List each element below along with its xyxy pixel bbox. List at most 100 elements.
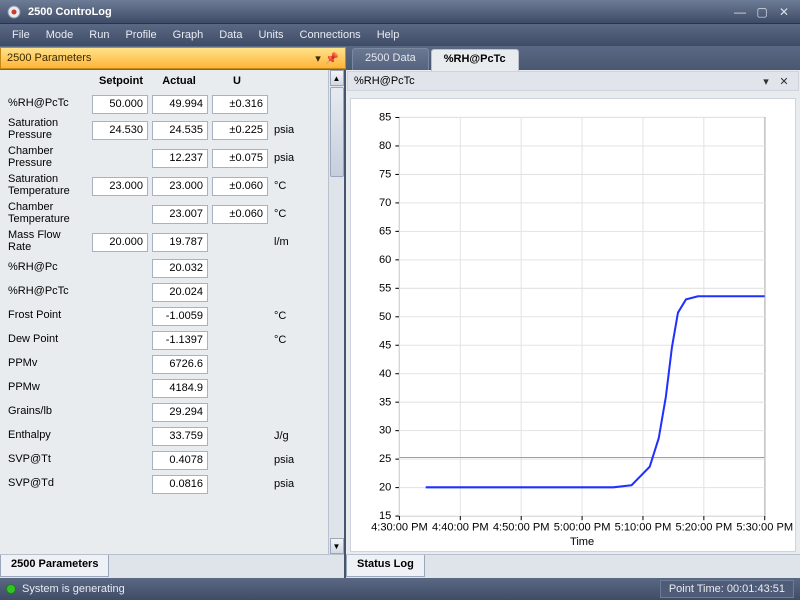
- menu-units[interactable]: Units: [250, 27, 291, 43]
- param-act-cell: 0.4078: [152, 451, 208, 470]
- svg-text:50: 50: [379, 311, 391, 323]
- param-unit: psia: [272, 478, 302, 490]
- svg-text:5:10:00 PM: 5:10:00 PM: [615, 521, 672, 533]
- svg-text:5:30:00 PM: 5:30:00 PM: [736, 521, 793, 533]
- param-label: SVP@Td: [8, 478, 92, 490]
- menu-data[interactable]: Data: [211, 27, 250, 43]
- svg-text:4:40:00 PM: 4:40:00 PM: [432, 521, 489, 533]
- status-indicator-icon: [6, 584, 16, 594]
- param-label: Dew Point: [8, 334, 92, 346]
- param-act-cell: 23.000: [152, 177, 208, 196]
- menu-file[interactable]: File: [4, 27, 38, 43]
- toolstrip-row: 2500 Parameters ▾ 📌 2500 Data%RH@PcTc: [0, 46, 800, 70]
- param-set-cell[interactable]: 20.000: [92, 233, 148, 252]
- minimize-button[interactable]: ―: [730, 5, 750, 19]
- param-row: %RH@PcTc50.00049.994±0.316: [0, 92, 344, 116]
- svg-text:60: 60: [379, 254, 391, 266]
- param-row: PPMv6726.6: [0, 352, 344, 376]
- param-act-cell: 49.994: [152, 95, 208, 114]
- param-unit: psia: [272, 152, 302, 164]
- param-label: Frost Point: [8, 310, 92, 322]
- svg-text:30: 30: [379, 425, 391, 437]
- menu-graph[interactable]: Graph: [165, 27, 212, 43]
- chart-subtitle: %RH@PcTc: [354, 75, 415, 87]
- status-log-tab[interactable]: Status Log: [346, 555, 425, 577]
- chart-close-icon[interactable]: ✕: [776, 74, 792, 88]
- chart-dropdown-icon[interactable]: ▾: [758, 74, 774, 88]
- param-unit: °C: [272, 310, 302, 322]
- param-label: %RH@PcTc: [8, 98, 92, 110]
- param-u-cell: ±0.225: [212, 121, 268, 140]
- menu-profile[interactable]: Profile: [117, 27, 164, 43]
- param-label: %RH@Pc: [8, 262, 92, 274]
- param-label: %RH@PcTc: [8, 286, 92, 298]
- param-row: %RH@PcTc 20.024: [0, 280, 344, 304]
- param-act-cell: -1.1397: [152, 331, 208, 350]
- menu-help[interactable]: Help: [369, 27, 408, 43]
- header-u: U: [208, 75, 266, 87]
- point-time: Point Time: 00:01:43:51: [660, 580, 794, 598]
- menu-bar: FileModeRunProfileGraphDataUnitsConnecti…: [0, 24, 800, 46]
- param-act-cell: 24.535: [152, 121, 208, 140]
- param-label: Enthalpy: [8, 430, 92, 442]
- param-set-cell[interactable]: 24.530: [92, 121, 148, 140]
- param-label: SVP@Tt: [8, 454, 92, 466]
- param-u-cell: ±0.075: [212, 149, 268, 168]
- svg-text:5:20:00 PM: 5:20:00 PM: [675, 521, 732, 533]
- right-bottom-tabstrip: Status Log: [346, 554, 800, 578]
- chart-subtitle-bar: %RH@PcTc ▾ ✕: [347, 71, 799, 91]
- left-bottom-tabstrip: 2500 Parameters: [0, 554, 344, 578]
- param-row: SVP@Tt0.4078psia: [0, 448, 344, 472]
- param-label: PPMw: [8, 382, 92, 394]
- pin-icon[interactable]: 📌: [325, 52, 339, 65]
- scroll-thumb[interactable]: [330, 87, 344, 177]
- main-content: Setpoint Actual U %RH@PcTc50.00049.994±0…: [0, 70, 800, 578]
- menu-run[interactable]: Run: [81, 27, 117, 43]
- svg-text:15: 15: [379, 510, 391, 522]
- app-icon: [6, 4, 22, 20]
- param-row: Mass FlowRate20.00019.787l/m: [0, 228, 344, 256]
- scroll-up-button[interactable]: ▲: [330, 70, 344, 86]
- param-row: %RH@Pc20.032: [0, 256, 344, 280]
- param-row: ChamberTemperature23.007±0.060°C: [0, 200, 344, 228]
- param-unit: °C: [272, 334, 302, 346]
- tab--rh-pctc[interactable]: %RH@PcTc: [431, 49, 519, 71]
- param-act-cell: 33.759: [152, 427, 208, 446]
- param-label: SaturationTemperature: [8, 174, 92, 197]
- svg-text:25: 25: [379, 453, 391, 465]
- parameters-tab[interactable]: 2500 Parameters: [0, 555, 109, 577]
- scrollbar[interactable]: ▲ ▼: [328, 70, 344, 554]
- param-row: SaturationTemperature23.00023.000±0.060°…: [0, 172, 344, 200]
- close-button[interactable]: ✕: [774, 5, 794, 19]
- param-row: Grains/lb29.294: [0, 400, 344, 424]
- param-act-cell: 12.237: [152, 149, 208, 168]
- tab-2500-data[interactable]: 2500 Data: [352, 48, 429, 70]
- param-act-cell: 23.007: [152, 205, 208, 224]
- menu-connections[interactable]: Connections: [292, 27, 369, 43]
- param-act-cell: 6726.6: [152, 355, 208, 374]
- maximize-button[interactable]: ▢: [752, 5, 772, 19]
- param-unit: °C: [272, 180, 302, 192]
- header-actual: Actual: [150, 75, 208, 87]
- chart-panel: %RH@PcTc ▾ ✕ 152025303540455055606570758…: [346, 70, 800, 578]
- menu-mode[interactable]: Mode: [38, 27, 82, 43]
- scroll-down-button[interactable]: ▼: [330, 538, 344, 554]
- param-label: ChamberPressure: [8, 146, 92, 169]
- panel-dropdown-icon[interactable]: ▾: [311, 52, 325, 65]
- param-row: Dew Point -1.1397 °C: [0, 328, 344, 352]
- param-unit: J/g: [272, 430, 302, 442]
- parameters-header-row: Setpoint Actual U: [0, 70, 344, 92]
- param-act-cell: 29.294: [152, 403, 208, 422]
- param-set-cell[interactable]: 50.000: [92, 95, 148, 114]
- chart-area[interactable]: 1520253035404550556065707580854:30:00 PM…: [350, 98, 796, 552]
- svg-text:80: 80: [379, 140, 391, 152]
- param-row: ChamberPressure 12.237±0.075 psia: [0, 144, 344, 172]
- param-u-cell: ±0.060: [212, 177, 268, 196]
- param-u-cell: ±0.060: [212, 205, 268, 224]
- svg-text:35: 35: [379, 396, 391, 408]
- param-label: ChamberTemperature: [8, 202, 92, 225]
- param-set-cell[interactable]: 23.000: [92, 177, 148, 196]
- svg-text:20: 20: [379, 482, 391, 494]
- param-act-cell: 20.024: [152, 283, 208, 302]
- left-panel-header: 2500 Parameters ▾ 📌: [0, 46, 346, 70]
